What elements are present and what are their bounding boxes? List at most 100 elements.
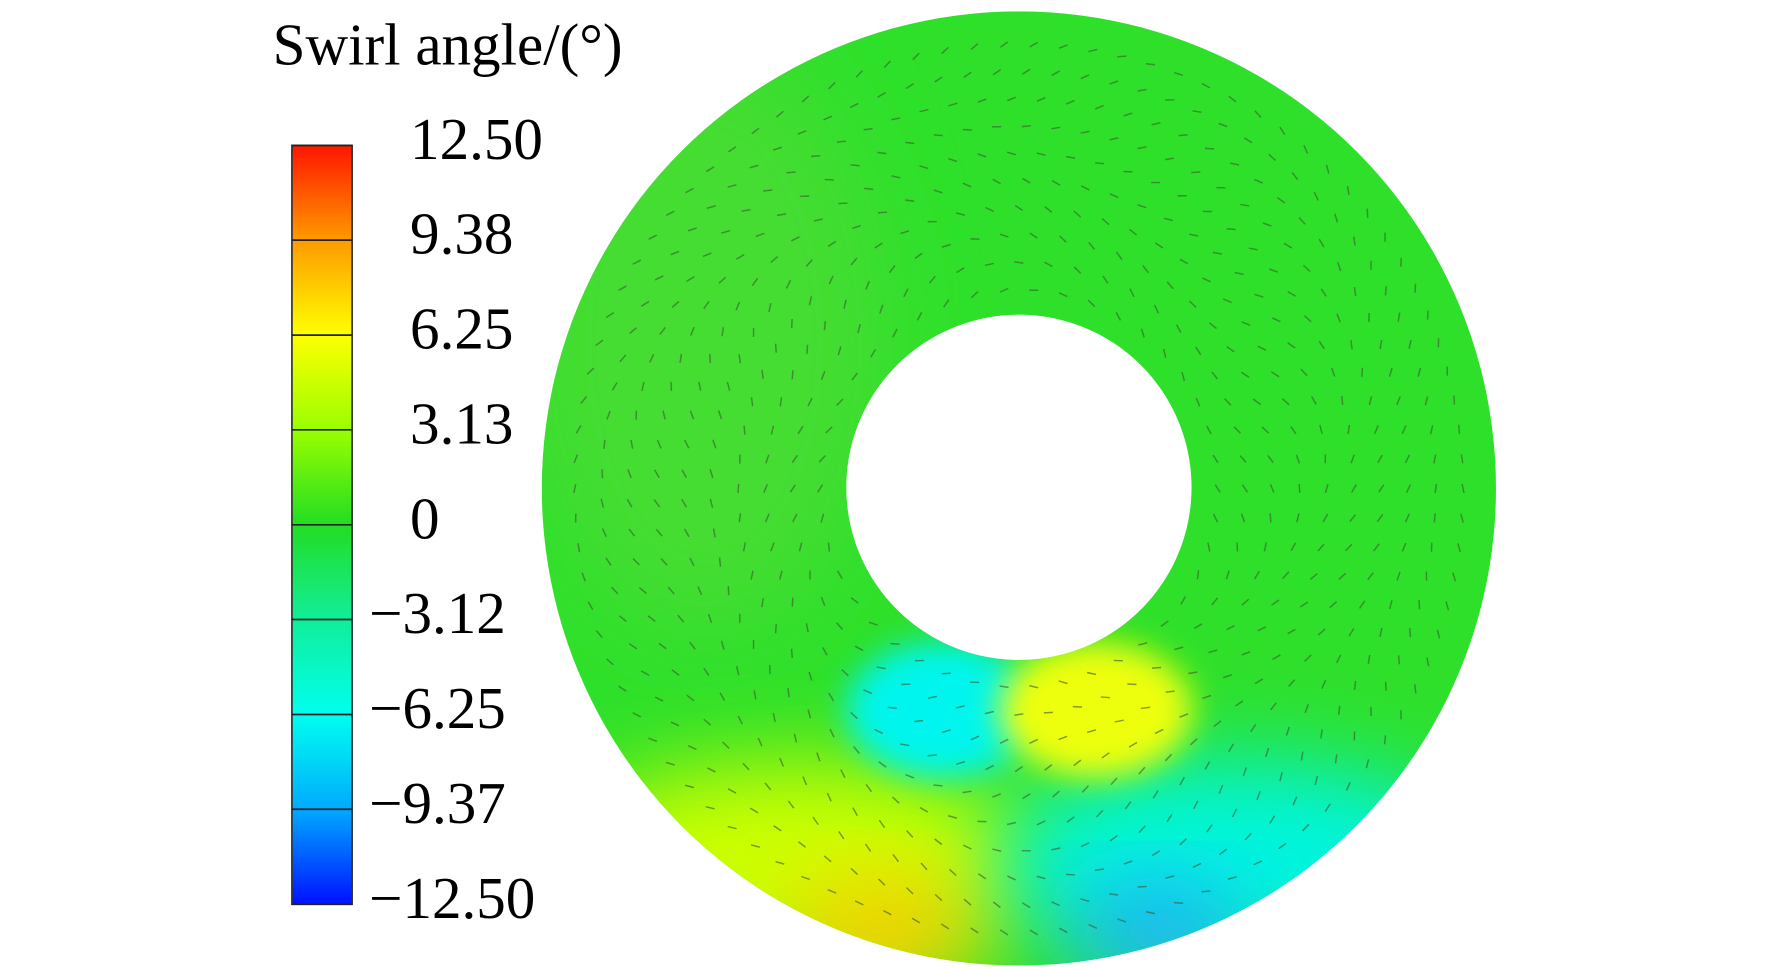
flow-vector <box>718 557 722 567</box>
flow-vector <box>1117 918 1127 923</box>
flow-vector <box>1080 185 1090 191</box>
flow-vector <box>870 349 877 358</box>
flow-vector <box>1022 177 1031 184</box>
flow-vector <box>883 60 891 69</box>
flow-vector <box>1241 321 1251 326</box>
flow-vector <box>1337 262 1342 272</box>
flow-vector <box>1080 898 1090 903</box>
flow-vector <box>618 285 627 292</box>
flow-vector <box>605 557 612 566</box>
flow-vector <box>789 484 796 493</box>
flow-vector <box>970 735 980 741</box>
flow-vector <box>655 528 663 537</box>
flow-vector <box>808 671 813 681</box>
field-patch <box>999 641 1193 779</box>
flow-vector <box>877 91 887 98</box>
flow-vector <box>1179 776 1186 786</box>
flow-vector <box>948 102 958 107</box>
flow-vector <box>874 728 884 735</box>
flow-vector <box>1094 104 1104 110</box>
flow-vector <box>837 346 842 356</box>
flow-vector <box>977 98 987 103</box>
flow-vector <box>727 146 737 153</box>
flow-vector <box>1261 426 1270 434</box>
flow-vector <box>1281 398 1290 406</box>
flow-vector <box>920 862 928 871</box>
flow-vector <box>797 425 804 435</box>
flow-vector <box>1404 454 1411 464</box>
flow-vector <box>1196 570 1200 580</box>
flow-vector <box>1058 680 1068 685</box>
flow-vector <box>1304 315 1312 323</box>
flow-vector <box>1188 300 1197 308</box>
flow-vector <box>1300 368 1308 377</box>
flow-vector <box>1314 776 1319 786</box>
flow-vector <box>828 692 835 702</box>
flow-vector <box>787 800 795 809</box>
flow-vector <box>606 410 611 420</box>
flow-vector <box>828 81 836 90</box>
flow-vector <box>850 257 858 266</box>
colorbar-tick-label: −12.50 <box>369 865 535 931</box>
flow-vector <box>1022 902 1031 909</box>
flow-vector <box>1287 290 1297 297</box>
flow-vector <box>1179 838 1187 846</box>
flow-vector <box>906 887 914 895</box>
flow-vector <box>882 909 892 916</box>
flow-vector <box>573 454 579 464</box>
flow-vector <box>805 259 813 267</box>
flow-vector <box>1367 572 1374 581</box>
flow-vector <box>807 397 813 407</box>
flow-vector <box>1304 704 1310 714</box>
flow-vector <box>820 513 825 523</box>
flow-vector <box>905 83 915 90</box>
flow-vector <box>877 211 888 214</box>
flow-vector <box>901 683 911 686</box>
flow-vector <box>962 790 972 794</box>
flow-vector <box>806 344 809 354</box>
flow-vector <box>660 558 668 566</box>
flow-vector <box>857 324 861 334</box>
flow-vector <box>900 230 910 235</box>
flow-vector <box>684 784 695 789</box>
flow-vector <box>816 752 821 762</box>
flow-vector <box>750 844 761 848</box>
flow-vector <box>1151 666 1162 669</box>
flow-vector <box>927 754 937 757</box>
flow-vector <box>777 213 787 217</box>
flow-vector <box>1295 454 1301 464</box>
flow-vector <box>1408 628 1412 638</box>
flow-vector <box>1193 623 1203 630</box>
flow-vector <box>1204 761 1211 770</box>
flow-vector <box>727 184 737 188</box>
flow-vector <box>779 397 783 407</box>
flow-vector <box>1298 217 1306 225</box>
flow-vector <box>1334 213 1339 223</box>
flow-vector <box>1166 813 1173 823</box>
flow-vector <box>1401 542 1407 552</box>
flow-vector <box>1244 832 1252 841</box>
flow-vector <box>892 854 900 863</box>
flow-vector <box>1271 317 1281 323</box>
flow-vector <box>1180 596 1187 605</box>
flow-vector <box>943 299 950 308</box>
flow-vector <box>1174 646 1184 651</box>
flow-vector <box>905 141 915 145</box>
flow-vector <box>1226 228 1236 231</box>
flow-vector <box>1080 842 1090 848</box>
flow-vector <box>1138 766 1146 775</box>
flow-vector <box>685 187 694 194</box>
flow-vector <box>1269 815 1276 824</box>
flow-vector <box>1088 923 1098 929</box>
flow-vector <box>689 557 695 567</box>
flow-vector <box>1044 764 1053 771</box>
flow-vector <box>671 669 680 676</box>
flow-vector <box>742 542 747 552</box>
flow-vector <box>741 208 751 212</box>
flow-vector <box>999 685 1009 689</box>
flow-vector <box>684 439 690 449</box>
flow-vector <box>775 110 784 118</box>
flow-vector <box>1257 626 1267 632</box>
flow-vector <box>992 793 1002 798</box>
